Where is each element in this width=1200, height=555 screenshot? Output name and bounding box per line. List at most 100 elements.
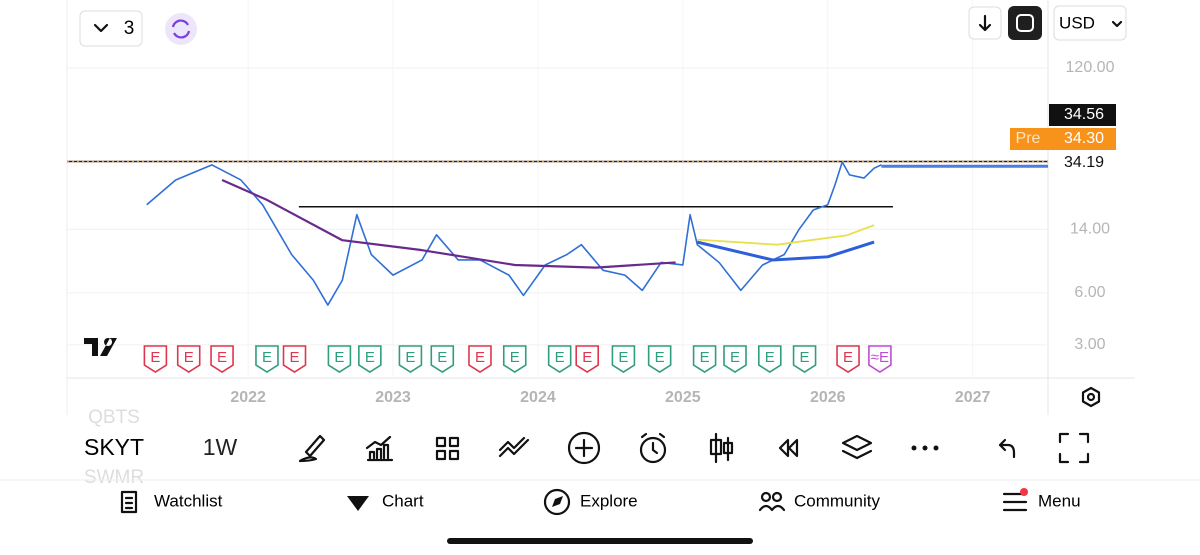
nav-item[interactable]: Chart bbox=[382, 491, 424, 510]
earnings-marker bbox=[176, 345, 201, 373]
y-tick-label: 6.00 bbox=[1074, 284, 1105, 301]
symbol[interactable]: SKYT bbox=[84, 434, 144, 460]
y-tick-label: 14.00 bbox=[1070, 220, 1110, 237]
earnings-label: E bbox=[843, 349, 853, 366]
currency: USD bbox=[1059, 13, 1095, 32]
settings-button[interactable] bbox=[1081, 386, 1101, 408]
draw-icon[interactable] bbox=[298, 434, 326, 463]
add-icon[interactable] bbox=[567, 431, 601, 465]
earnings-label: E bbox=[217, 349, 227, 366]
toolbar-icons bbox=[298, 431, 1090, 465]
x-tick-label: 2022 bbox=[230, 389, 266, 406]
earnings-marker bbox=[692, 345, 717, 373]
earnings-marker bbox=[143, 345, 168, 373]
alert-icon[interactable] bbox=[639, 436, 667, 464]
toggle-icon bbox=[1016, 14, 1034, 32]
earnings-marker bbox=[468, 345, 492, 373]
tv-logo bbox=[84, 338, 117, 356]
earnings-label: E bbox=[365, 349, 375, 366]
earnings-marker bbox=[398, 345, 423, 373]
currency-button[interactable] bbox=[1053, 5, 1127, 41]
earnings-label: E bbox=[184, 349, 194, 366]
earnings-label: ≈E bbox=[871, 349, 889, 366]
earnings-label: E bbox=[582, 349, 592, 366]
chart-icon bbox=[347, 496, 369, 511]
layers-icon[interactable] bbox=[841, 434, 873, 460]
earnings-marker bbox=[282, 345, 307, 373]
earnings-marker bbox=[723, 345, 747, 373]
more-icon[interactable] bbox=[933, 445, 939, 451]
earnings-marker bbox=[836, 345, 860, 373]
x-tick-label: 2027 bbox=[955, 389, 991, 406]
earnings-marker bbox=[547, 345, 572, 373]
series-line bbox=[146, 161, 882, 306]
earnings-marker bbox=[502, 345, 527, 373]
earnings-marker bbox=[210, 345, 234, 373]
nav-item[interactable]: Watchlist bbox=[154, 491, 223, 510]
earnings-marker bbox=[575, 345, 600, 373]
candles-icon[interactable] bbox=[709, 432, 734, 464]
premarket-label: 34.30 bbox=[1064, 130, 1104, 147]
explore-icon bbox=[543, 488, 571, 516]
community-icon bbox=[760, 491, 772, 503]
earnings-marker bbox=[757, 345, 782, 373]
series-line bbox=[697, 224, 875, 246]
earnings-label: E bbox=[555, 349, 565, 366]
series-line bbox=[696, 240, 875, 262]
templates-icon[interactable] bbox=[435, 436, 460, 461]
earnings-marker bbox=[358, 345, 382, 373]
x-tick-label: 2024 bbox=[520, 389, 556, 406]
earnings-label: E bbox=[765, 349, 775, 366]
x-tick-label: 2026 bbox=[810, 389, 846, 406]
symbol-below: SWMR bbox=[84, 467, 144, 488]
earnings-label: E bbox=[800, 349, 810, 366]
interval[interactable]: 1W bbox=[203, 434, 238, 460]
earnings-label: E bbox=[655, 349, 665, 366]
earnings-label: E bbox=[437, 349, 447, 366]
earnings-label: E bbox=[334, 349, 344, 366]
sync-button[interactable] bbox=[165, 13, 197, 45]
earnings-marker bbox=[255, 345, 279, 373]
earnings-marker bbox=[327, 345, 352, 373]
earnings-label: E bbox=[405, 349, 415, 366]
settings-icon bbox=[1086, 392, 1096, 402]
nav-item[interactable]: Community bbox=[794, 491, 880, 510]
arrow-down-icon bbox=[978, 14, 992, 32]
last-price-badge bbox=[1049, 104, 1116, 126]
earnings-label: E bbox=[475, 349, 485, 366]
earnings-label: E bbox=[730, 349, 740, 366]
earnings-label: E bbox=[510, 349, 520, 366]
earnings-marker bbox=[611, 345, 636, 373]
fullscreen-icon[interactable] bbox=[1058, 432, 1090, 464]
undo-icon[interactable] bbox=[998, 438, 1016, 459]
premarket-tag: Pre bbox=[1016, 130, 1041, 147]
premarket-badge bbox=[1010, 128, 1116, 150]
nav-item[interactable]: Menu bbox=[1038, 491, 1081, 510]
fullscreen-toggle[interactable] bbox=[1008, 6, 1042, 40]
replay-icon[interactable] bbox=[778, 438, 799, 458]
y-tick-label: 120.00 bbox=[1066, 59, 1115, 76]
layout-button[interactable] bbox=[79, 10, 143, 47]
earnings-label: E bbox=[150, 349, 160, 366]
series-line bbox=[221, 178, 676, 269]
indicators-icon[interactable] bbox=[365, 435, 394, 462]
earnings-label: E bbox=[289, 349, 299, 366]
sync-icon bbox=[171, 19, 191, 39]
x-tick-label: 2025 bbox=[665, 389, 701, 406]
last-price-label: 34.56 bbox=[1064, 106, 1104, 123]
earnings-label: E bbox=[618, 349, 628, 366]
compare-icon[interactable] bbox=[498, 436, 530, 458]
symbol-bg bbox=[70, 430, 160, 468]
earnings-label: E bbox=[262, 349, 272, 366]
chevron-icon bbox=[93, 23, 109, 33]
earnings-marker bbox=[792, 345, 817, 373]
symbol-above: QBTS bbox=[88, 407, 140, 428]
earnings-marker bbox=[647, 345, 672, 373]
nav-item[interactable]: Explore bbox=[580, 491, 638, 510]
watchlist-icon bbox=[120, 490, 138, 514]
close-label: 34.19 bbox=[1064, 154, 1104, 171]
y-tick-label: 3.00 bbox=[1074, 336, 1105, 353]
x-tick-label: 2023 bbox=[375, 389, 411, 406]
